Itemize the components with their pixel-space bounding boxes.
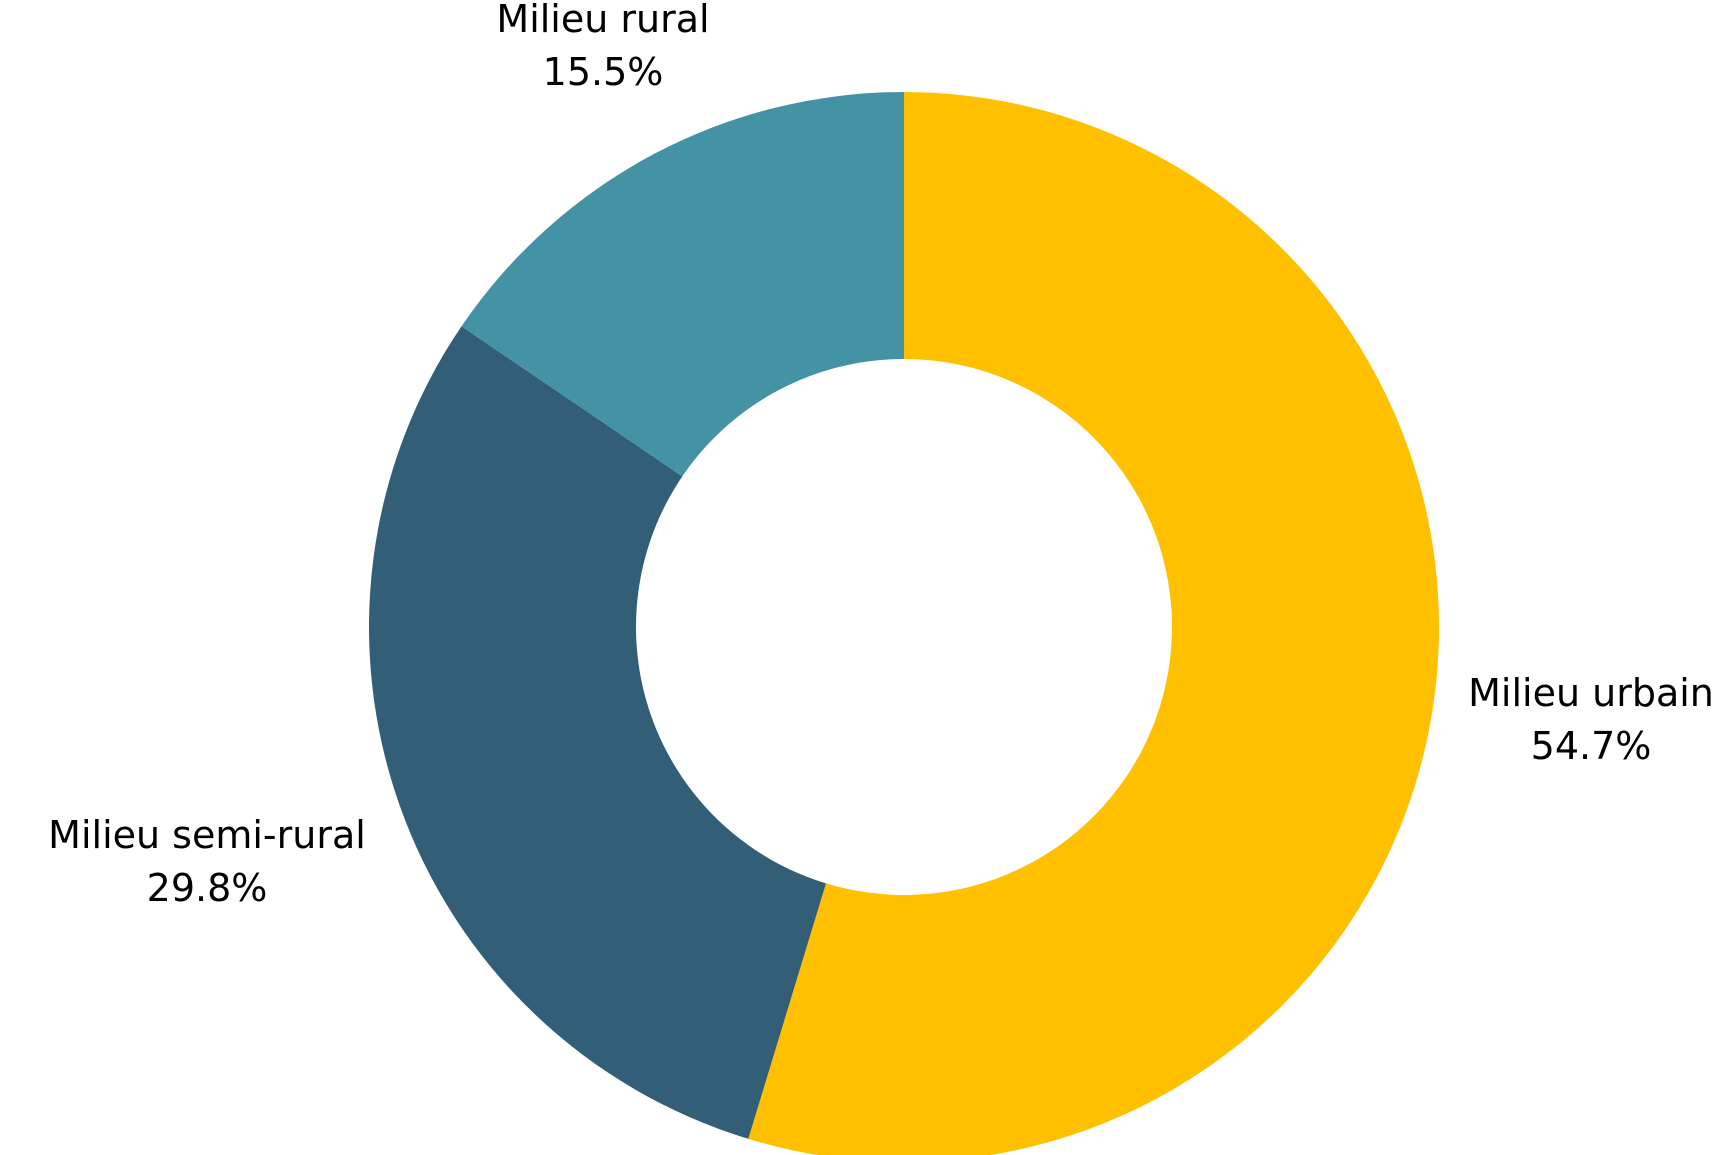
- slice-label-milieu-rural: Milieu rural: [496, 0, 709, 41]
- slice-milieu-rural: [461, 92, 904, 477]
- slice-value-milieu-semi-rural: 29.8%: [147, 866, 268, 910]
- slice-label-milieu-semi-rural: Milieu semi-rural: [48, 813, 366, 857]
- slice-milieu-semi-rural: [368, 326, 827, 1139]
- slice-milieu-urbain: [748, 92, 1439, 1155]
- slice-labels: Milieu urbain 54.7% Milieu semi-rural 29.8%…: [48, 0, 1714, 910]
- slice-label-milieu-urbain: Milieu urbain: [1468, 671, 1714, 715]
- slice-value-milieu-urbain: 54.7%: [1531, 724, 1652, 768]
- slice-value-milieu-rural: 15.5%: [543, 50, 664, 94]
- donut-slices: [368, 92, 1439, 1155]
